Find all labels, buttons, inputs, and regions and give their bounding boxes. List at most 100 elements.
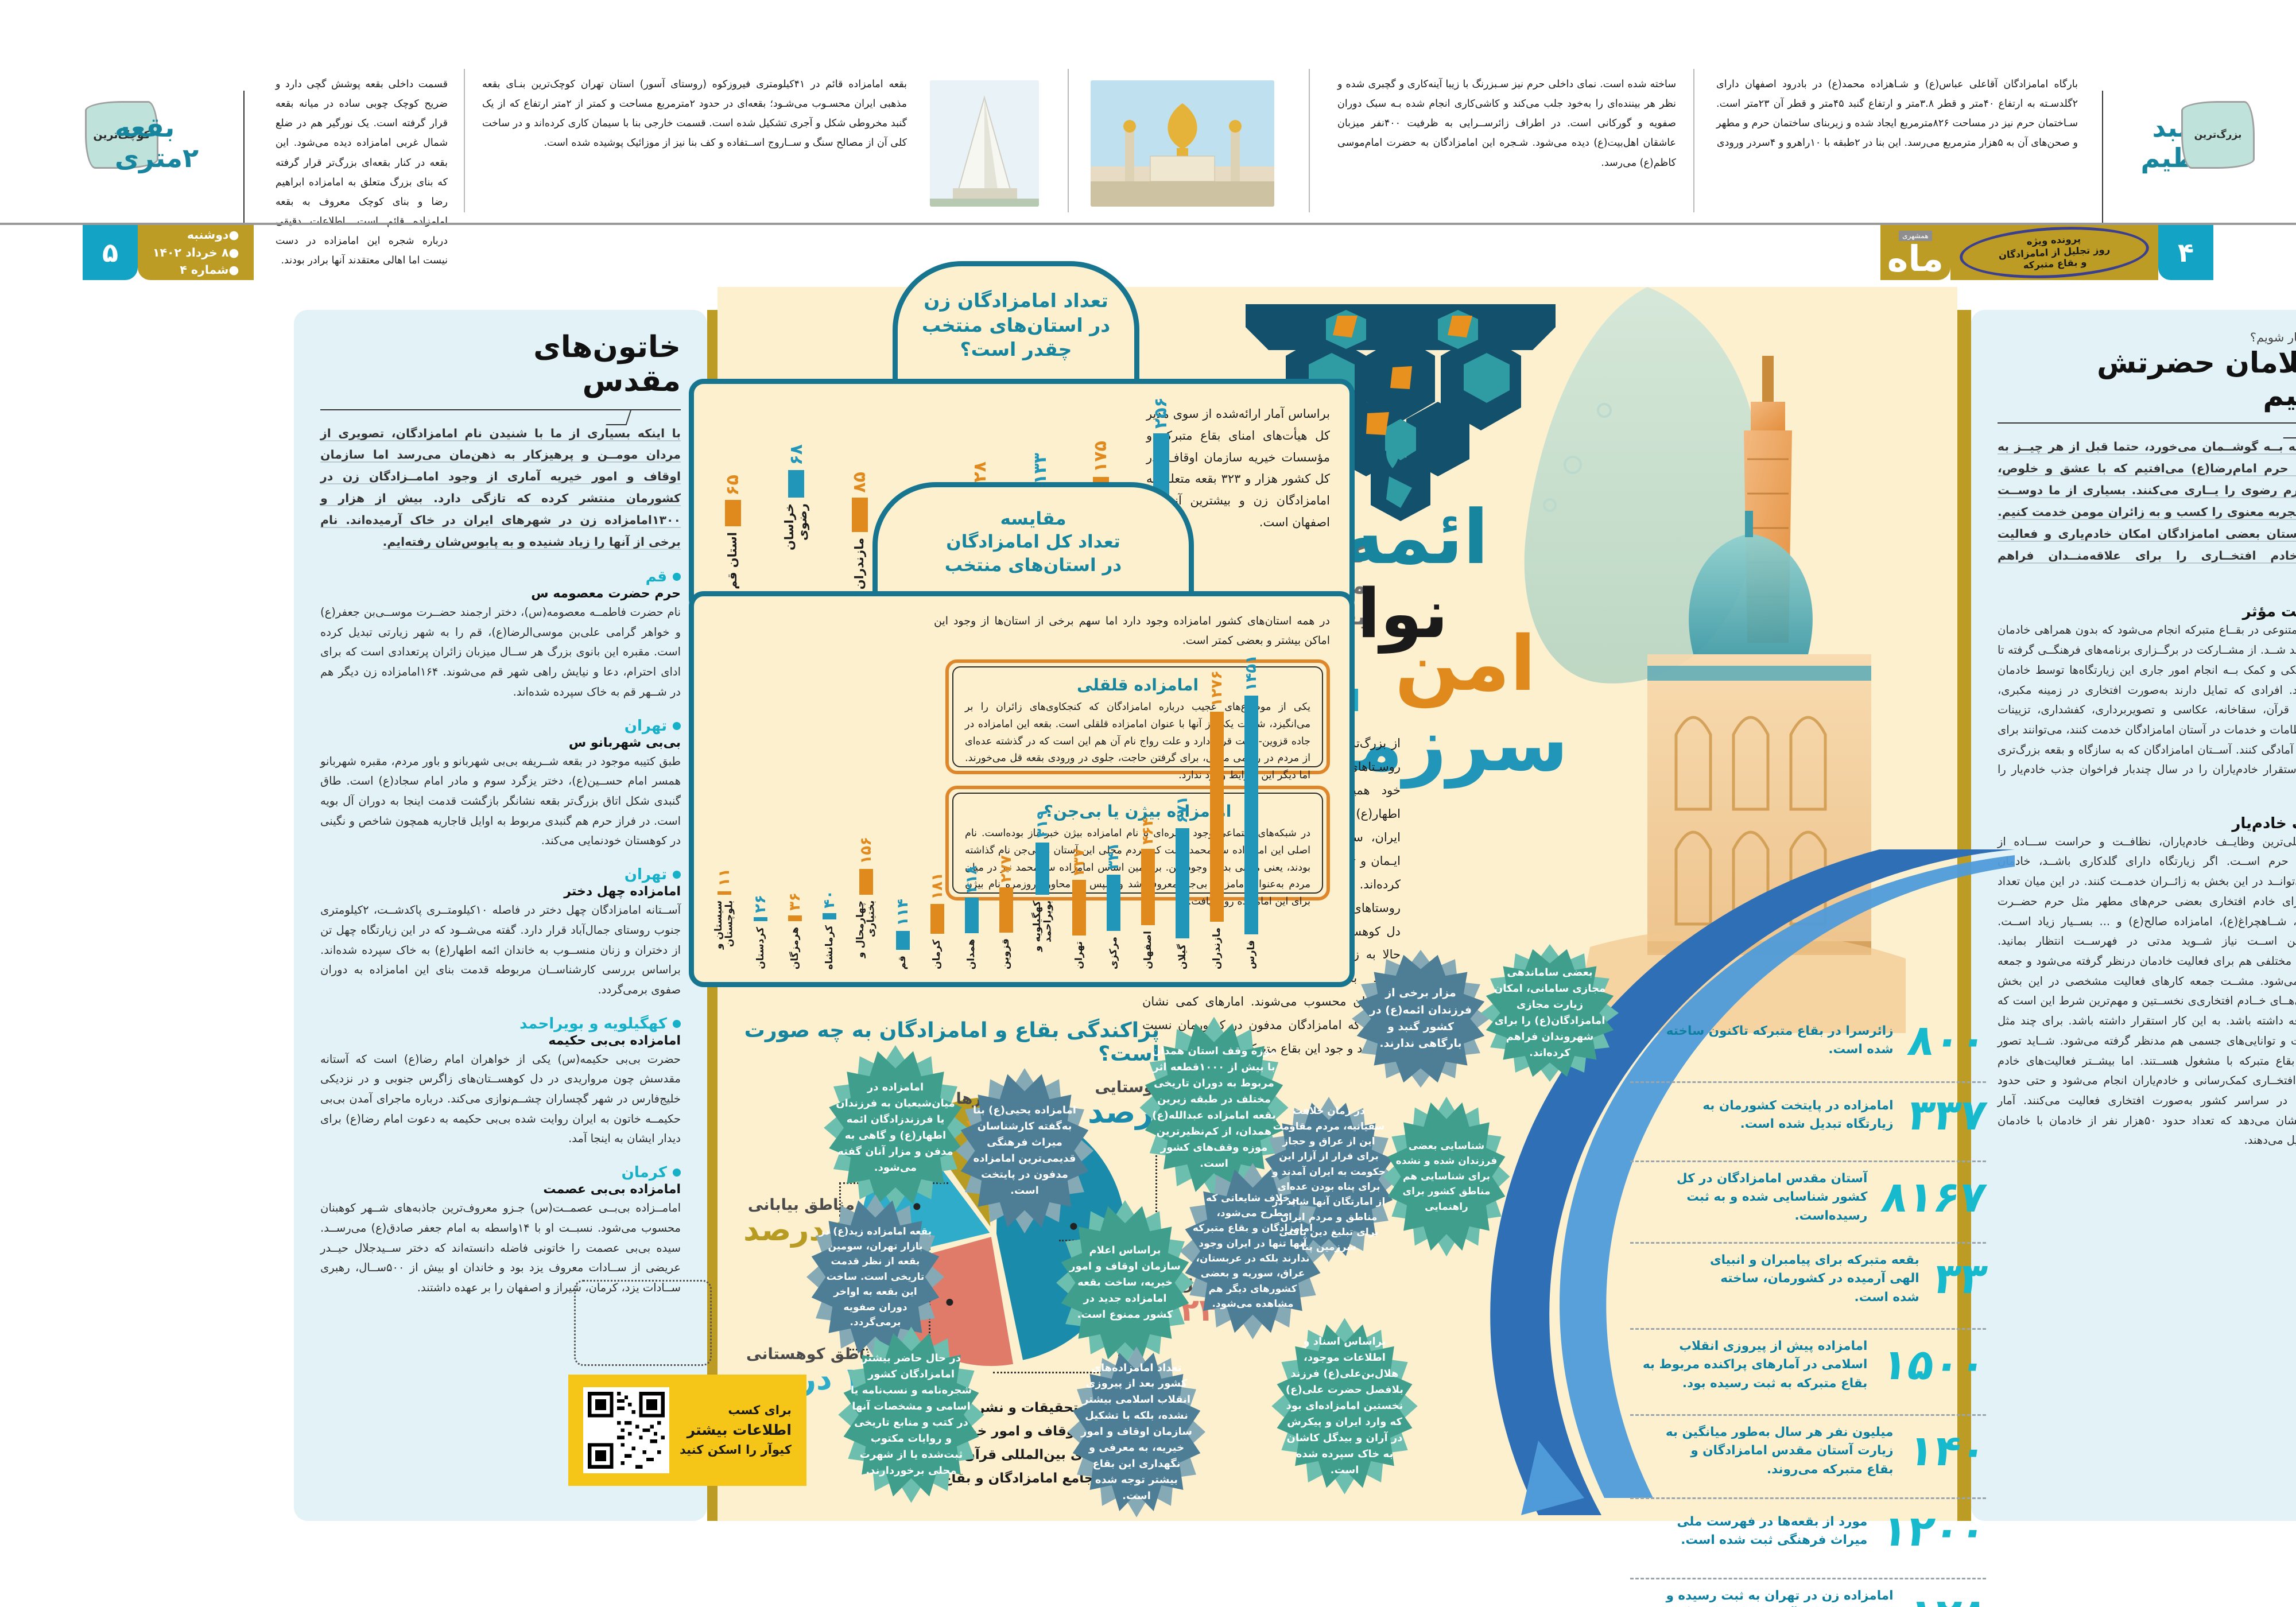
entry-heading: امامزاده بی‌بی عصمت [543,1182,681,1197]
bar-value-label: ۸۵ [850,472,870,493]
fact-badge: در حال حاضر بیشتر امامزادگان کشور شجره‌ن… [835,1323,987,1507]
badge-starburst-front [1145,1023,1283,1192]
pie-chart-title: پراکندگی بقاع و امامزادگان به چه صورت اس… [744,1019,1159,1066]
bar-category-label: کردستان [755,927,767,969]
sidebar-right-section-1: وظایف خادم‌یار یکــی از اصلی‌ترین وظایــ… [1998,815,2296,1151]
bar-category-label: سیستان و بلوچستان [713,900,735,950]
bar-value-label: ۱۴۵۱ [1243,654,1261,692]
news-column-3: ساخته شده است. نمای داخلی حرم نیز سـبزرن… [1337,79,1676,169]
badge-text: تعداد امامزاده‌های کشور بعد از پیروزی ان… [1081,1361,1192,1502]
badge-starburst-front [843,1333,979,1497]
badge-text: موزه وقف استان همدان با بیش از ۱۰۰۰قطعه … [1151,1045,1277,1170]
badge-text: بعضی ساماندهی مجازی سامانی، امکان زیارت … [1494,966,1606,1059]
bar-column: ۲۶ کردستان [752,895,769,970]
bar-column: ۱۱۴ قم [894,899,912,969]
bar-category-label: مازندران [852,537,867,589]
bar-value-label: ۲۱۸ [963,865,980,893]
stat-description: آستان مقدس امامزادگان در کل کشور شناسایی… [1676,1171,1868,1223]
bar-column: ۱۵۶ چهارمحال و بختیاری [855,837,877,969]
entry-body: حضرت بی‌بی حکیمه(س) یکی از خواهران امام … [320,1052,681,1146]
stat-row: ۸۱۶۷ آستان مقدس امامزادگان در کل کشور شنا… [1630,1170,1990,1225]
bar-rect [930,904,944,934]
stat-number: ۸۰۰ [1904,1016,1990,1065]
pie-connector-rural-v [1155,1148,1157,1241]
sidebar-left-section-2: تهران امامزاده چهل دختر آســتانه امامزاد… [320,866,681,1000]
bar-value-label: ۶۵ [723,474,743,496]
bar-column: ۴۰ کرمانشاه [821,890,838,969]
fact-badge: برخلاف شایعاتی که مطرح می‌شود، امامزادگا… [1177,1159,1329,1343]
news-column-1: قسمت داخلی بقعه پوشش گچی دارد و ضریح کوچ… [276,79,448,267]
pie-connector-urban [993,1372,1119,1373]
smallest-tomb-badge: کوچک‌ترین [85,101,158,169]
stat-number: ۳۳ [1930,1254,1990,1304]
stat-row: ۱۲۸ امامزاده زن در تهران به ثبت رسیده و ب… [1630,1587,1990,1607]
chart2-inner-card-0: امامزاده قلقلی یکی از موضوع‌های عجیب درب… [945,659,1330,781]
badge-text: در حال حاضر بیشتر امامزادگان کشور شجره‌ن… [850,1352,972,1477]
qr-promo-box[interactable]: برای کسب اطلاعات بیشتر کیوآر را اسکن کنی… [568,1375,806,1486]
sidebar-right-lead: نام خادم که بــه گوشــمان می‌خورد، حتما … [1998,440,2296,562]
sidebar-khadem-yar: چطور خادم‌یار شویم؟ ما غلامان حضرتش هستی… [1971,310,2296,1521]
bar-category-label: هرمزگان [789,926,801,969]
stat-divider [1630,1578,1986,1579]
top-news-strip: کوچک‌ترین بقعه ۲متری قسمت داخلی بقعه پوش… [0,0,2296,266]
entry-body: آســتانه امامزادگان چهل دختر در فاصله ۱۰… [320,903,681,996]
section-body: یکــی از اصلی‌ترین وظایــف خادم‌یاران، ن… [1998,834,2296,1147]
entry-body: نام حضرت فاطمــه معصومه(س)، دختر ارجمند … [320,605,681,698]
bar-column: ۳۳۷ تهران [1071,848,1088,969]
inner-card-title: امامزاده بیژن یا بی‌جن؟ [1044,802,1232,821]
badge-starburst-front [1061,1206,1189,1360]
stat-divider [1630,1242,1986,1244]
masthead-logo-text: ماه [1887,237,1944,280]
bar-rect [1072,880,1087,936]
bar-value-label: ۱۱۴ [894,898,912,926]
bar-category-label: استان قم [725,532,739,589]
strip-separator [0,223,2296,225]
bar-column: ۳۱۹ کهگیلویه و بویراحمد [1031,810,1054,969]
bar-rect [1244,696,1259,935]
hero-title-amn: امن [1395,620,1536,708]
bar-category-label: قزوین [1000,938,1012,969]
column-divider-3 [1309,69,1310,212]
sidebar-right-section-0: مشارکت مؤثر فعالیت‌هــای متنوعی در بقــا… [1998,603,2296,799]
badge-starburst-front [1486,949,1614,1077]
badge-text: در زمان خلافت سفیانیه، مردم مقاومت این ا… [1272,1105,1386,1253]
fact-badge: مزار برخی از فرزندان ائمه(ع) در کشور گنب… [1349,947,1492,1090]
stat-number: ۱۴۰ [1904,1426,1990,1476]
bar-value-label: ۴۰ [821,890,839,909]
bar-category-label: کرمان [931,940,943,969]
news-column-2: بقعه امامزاده قائم در ۴۱کیلومتری فیروزکو… [482,79,907,149]
bar-category-label: قم [897,955,909,969]
bar-value-label: ۱۸۱ [928,872,946,900]
bar-value-label: ۳۱۹ [1034,810,1052,838]
fact-badge: در زمان خلافت سفیانیه، مردم مقاومت این ا… [1257,1093,1401,1266]
bar-column: ۱۱ سیستان و بلوچستان [713,868,735,969]
tomb-photo-1 [930,80,1039,207]
bar-category-label: کهگیلویه و بویراحمد [1031,900,1054,952]
bar-value-label: ۲۶ [752,894,770,913]
province-label: کرمان [320,1164,681,1181]
qr-instruction-text: برای کسب اطلاعات بیشتر کیوآر را اسکن کنی… [680,1403,792,1457]
bar-value-label: ۱۱ [715,868,733,887]
smallest-tomb-title: بقعه ۲متری [115,112,199,173]
fact-badge: موزه وقف استان همدان با بیش از ۱۰۰۰قطعه … [1137,1013,1292,1202]
bar-category-label: خراسان رضوی [782,503,810,550]
sidebar-left-lead: با اینکه بسیاری از ما با شنیدن نام امامز… [320,426,681,549]
bar-value-label: ۴۶۴ [1139,817,1157,845]
stat-divider [1630,1081,1986,1083]
badge-starburst-front [1356,954,1485,1083]
qr-code[interactable] [583,1387,669,1473]
bar-column: ۱۴۵۱ فارس [1243,655,1260,969]
stat-row: ۱۵۰۰ امامزاده پیش از پیروزی انقلاب اسلامی… [1630,1337,1990,1393]
badge-starburst-front [1387,1102,1506,1251]
pie-connector-desert-v [839,1182,841,1217]
stat-description: امامزاده زن در تهران به ثبت رسیده و برای… [1666,1589,1894,1603]
bar-category-label: کرمانشاه [824,925,836,969]
stat-description: میلیون نفر هر سال به‌طور میانگین به زیار… [1665,1425,1894,1477]
badge-text: امامزاده یحیی(ع) بنا به‌گفته کارشناسان م… [973,1104,1076,1197]
special-file-stamp: پرونده ویژه روز تجلیل از امامزادگان و بق… [1950,222,2158,283]
sidebar-left-section-4: کرمان امامزاده بی‌بی عصمت امامــزاده بی‌… [320,1164,681,1298]
bar-column: ۶۸ خراسان رضوی [782,444,810,589]
bar-rect [1035,843,1050,895]
bar-category-label: فارس [1245,940,1257,969]
bullet-dot [673,573,681,581]
